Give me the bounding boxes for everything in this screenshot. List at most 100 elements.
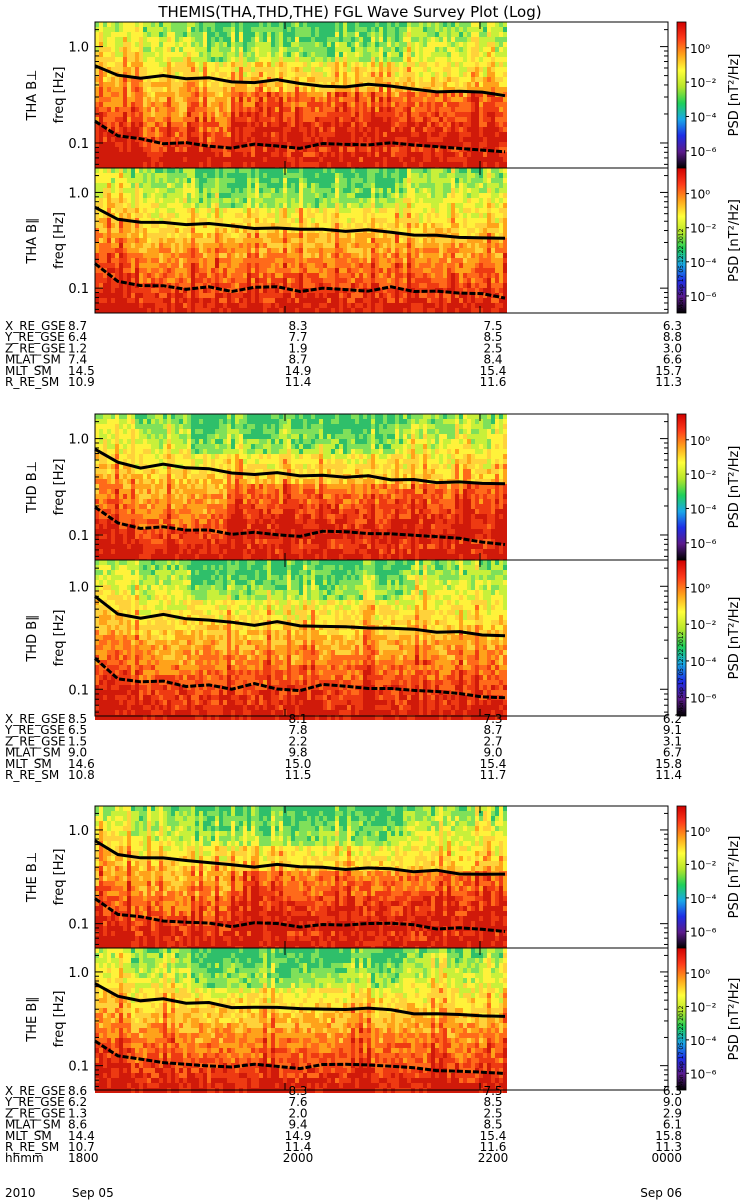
heatmap-cell	[119, 122, 123, 127]
heatmap-cell	[103, 72, 107, 77]
heatmap-cell	[131, 57, 135, 62]
heatmap-cell	[127, 273, 131, 278]
heatmap-cell	[135, 42, 139, 47]
heatmap-cell	[139, 87, 143, 92]
heatmap-cell	[331, 37, 335, 42]
heatmap-cell	[347, 208, 351, 213]
heatmap-cell	[491, 72, 495, 77]
heatmap-cell	[291, 193, 295, 198]
heatmap-cell	[111, 107, 115, 112]
heatmap-cell	[175, 203, 179, 208]
heatmap-cell	[247, 308, 251, 313]
heatmap-cell	[499, 132, 503, 137]
heatmap-cell	[271, 37, 275, 42]
heatmap-cell	[387, 52, 391, 57]
heatmap-cell	[259, 132, 263, 137]
heatmap-cell	[339, 178, 343, 183]
heatmap-cell	[195, 137, 199, 142]
heatmap-cell	[423, 37, 427, 42]
heatmap-cell	[447, 157, 451, 162]
heatmap-cell	[407, 82, 411, 87]
heatmap-cell	[411, 27, 415, 32]
heatmap-cell	[223, 273, 227, 278]
heatmap-cell	[235, 208, 239, 213]
heatmap-cell	[143, 228, 147, 233]
heatmap-cell	[267, 87, 271, 92]
heatmap-cell	[211, 52, 215, 57]
heatmap-cell	[275, 87, 279, 92]
heatmap-cell	[131, 268, 135, 273]
heatmap-cell	[307, 263, 311, 268]
heatmap-cell	[443, 47, 447, 52]
heatmap-cell	[279, 87, 283, 92]
heatmap-cell	[123, 183, 127, 188]
heatmap-cell	[263, 87, 267, 92]
heatmap-cell	[319, 107, 323, 112]
heatmap-cell	[123, 298, 127, 303]
heatmap-cell	[215, 193, 219, 198]
heatmap-cell	[443, 67, 447, 72]
heatmap-cell	[179, 117, 183, 122]
heatmap-cell	[171, 67, 175, 72]
heatmap-cell	[131, 42, 135, 47]
heatmap-cell	[491, 122, 495, 127]
heatmap-cell	[315, 233, 319, 238]
heatmap-cell	[483, 22, 487, 27]
heatmap-cell	[267, 122, 271, 127]
heatmap-cell	[487, 87, 491, 92]
heatmap-cell	[199, 162, 203, 167]
heatmap-cell	[423, 162, 427, 167]
heatmap-cell	[139, 32, 143, 37]
heatmap-cell	[431, 107, 435, 112]
heatmap-cell	[139, 27, 143, 32]
heatmap-cell	[351, 27, 355, 32]
heatmap-cell	[323, 203, 327, 208]
heatmap-cell	[439, 162, 443, 167]
heatmap-cell	[363, 57, 367, 62]
heatmap-cell	[451, 57, 455, 62]
heatmap-cell	[331, 132, 335, 137]
heatmap-cell	[131, 243, 135, 248]
heatmap-cell	[239, 27, 243, 32]
heatmap-cell	[207, 112, 211, 117]
heatmap-cell	[335, 198, 339, 203]
heatmap-cell	[299, 27, 303, 32]
heatmap-cell	[303, 152, 307, 157]
heatmap-cell	[251, 173, 255, 178]
heatmap-cell	[195, 72, 199, 77]
heatmap-cell	[139, 102, 143, 107]
heatmap-cell	[259, 258, 263, 263]
heatmap-cell	[103, 173, 107, 178]
heatmap-cell	[239, 92, 243, 97]
heatmap-cell	[427, 22, 431, 27]
heatmap-cell	[155, 208, 159, 213]
heatmap-cell	[275, 213, 279, 218]
heatmap-cell	[327, 268, 331, 273]
heatmap-cell	[375, 107, 379, 112]
heatmap-cell	[299, 107, 303, 112]
heatmap-cell	[315, 193, 319, 198]
heatmap-cell	[251, 137, 255, 142]
heatmap-cell	[379, 57, 383, 62]
heatmap-cell	[443, 72, 447, 77]
heatmap-cell	[207, 278, 211, 283]
heatmap-cell	[127, 37, 131, 42]
heatmap-cell	[343, 218, 347, 223]
heatmap-cell	[243, 168, 247, 173]
heatmap-cell	[111, 62, 115, 67]
heatmap-cell	[127, 303, 131, 308]
heatmap-cell	[227, 102, 231, 107]
heatmap-cell	[111, 32, 115, 37]
heatmap-cell	[151, 228, 155, 233]
heatmap-cell	[131, 238, 135, 243]
heatmap-cell	[219, 82, 223, 87]
heatmap-cell	[239, 72, 243, 77]
heatmap-cell	[491, 57, 495, 62]
heatmap-cell	[327, 308, 331, 313]
heatmap-cell	[459, 152, 463, 157]
heatmap-cell	[191, 127, 195, 132]
heatmap-cell	[491, 47, 495, 52]
heatmap-cell	[487, 132, 491, 137]
heatmap-cell	[231, 228, 235, 233]
heatmap-cell	[467, 37, 471, 42]
